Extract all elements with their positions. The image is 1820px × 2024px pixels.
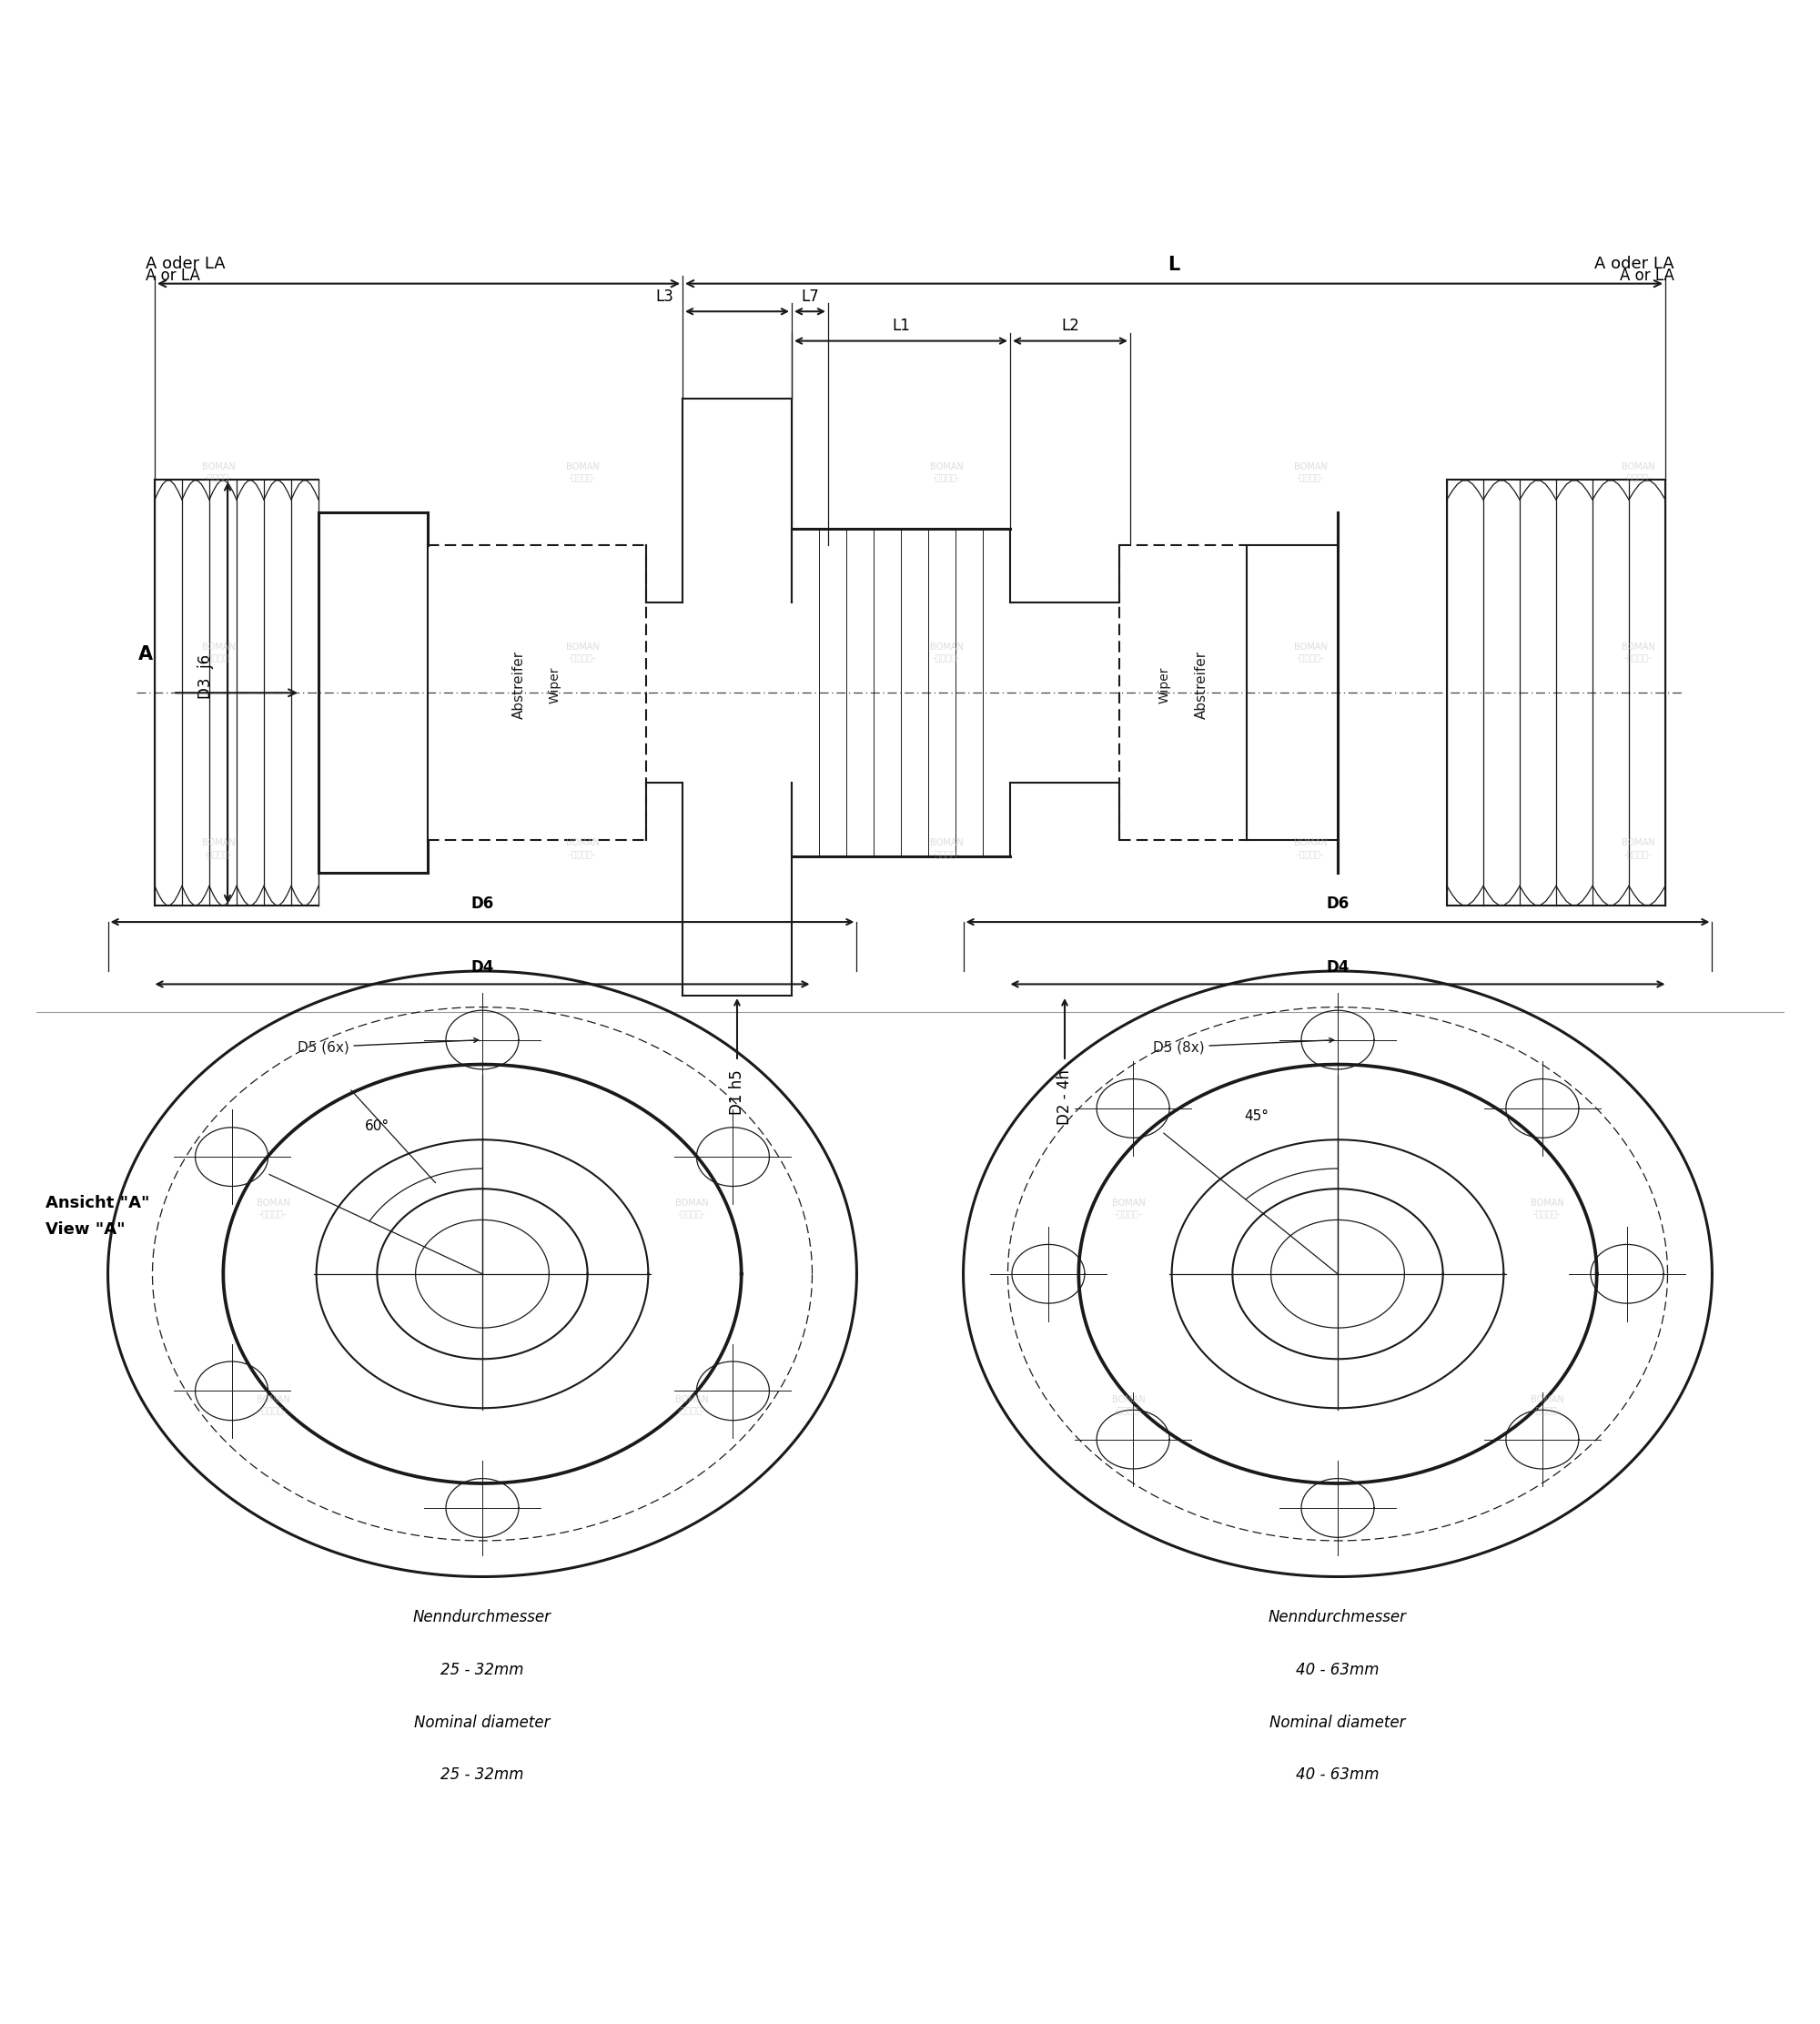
Text: L3: L3 [655,289,673,306]
Text: BOMAN
-特服工业-: BOMAN -特服工业- [1294,642,1327,662]
Text: 40 - 63mm: 40 - 63mm [1296,1662,1380,1678]
Text: Wiper: Wiper [1159,666,1172,702]
Text: BOMAN
-特服工业-: BOMAN -特服工业- [1531,1395,1563,1415]
Text: L7: L7 [801,289,819,306]
Text: BOMAN
-特服工业-: BOMAN -特服工业- [1112,1198,1145,1218]
Text: BOMAN
-特服工业-: BOMAN -特服工业- [930,642,963,662]
Text: Nenndurchmesser: Nenndurchmesser [1269,1609,1407,1625]
Text: BOMAN
-特服工业-: BOMAN -特服工业- [566,461,599,482]
Text: Nominal diameter: Nominal diameter [1270,1714,1405,1731]
Text: 60°: 60° [364,1119,389,1133]
Text: BOMAN
-特服工业-: BOMAN -特服工业- [675,1395,708,1415]
Text: L1: L1 [892,318,910,334]
Text: A or LA: A or LA [1620,267,1674,283]
Text: A or LA: A or LA [146,267,200,283]
Text: BOMAN
-特服工业-: BOMAN -特服工业- [257,1198,289,1218]
Text: D3  j6: D3 j6 [197,654,215,698]
Text: BOMAN
-特服工业-: BOMAN -特服工业- [1531,1198,1563,1218]
Text: Nominal diameter: Nominal diameter [415,1714,550,1731]
Text: Wiper: Wiper [550,666,561,702]
Text: D1 h5: D1 h5 [728,1069,746,1115]
Text: BOMAN
-特服工业-: BOMAN -特服工业- [257,1395,289,1415]
Text: L: L [1168,255,1179,273]
Text: BOMAN
-特服工业-: BOMAN -特服工业- [566,838,599,858]
Text: BOMAN
-特服工业-: BOMAN -特服工业- [930,461,963,482]
Text: D2 - 4h: D2 - 4h [1056,1069,1074,1125]
Text: Nenndurchmesser: Nenndurchmesser [413,1609,551,1625]
Text: D4: D4 [471,959,493,976]
Text: 25 - 32mm: 25 - 32mm [440,1662,524,1678]
Text: BOMAN
-特服工业-: BOMAN -特服工业- [1294,838,1327,858]
Text: Ansicht "A"
View "A": Ansicht "A" View "A" [46,1194,149,1239]
Text: BOMAN
-特服工业-: BOMAN -特服工业- [202,838,235,858]
Text: 25 - 32mm: 25 - 32mm [440,1767,524,1783]
Text: BOMAN
-特服工业-: BOMAN -特服工业- [675,1198,708,1218]
Text: BOMAN
-特服工业-: BOMAN -特服工业- [1112,1395,1145,1415]
Text: 45°: 45° [1245,1109,1269,1123]
Text: Abstreifer: Abstreifer [1194,650,1208,719]
Text: Abstreifer: Abstreifer [511,650,526,719]
Text: A oder LA: A oder LA [1594,255,1674,271]
Text: A oder LA: A oder LA [146,255,226,271]
Text: BOMAN
-特服工业-: BOMAN -特服工业- [566,642,599,662]
Text: BOMAN
-特服工业-: BOMAN -特服工业- [1622,838,1654,858]
Text: BOMAN
-特服工业-: BOMAN -特服工业- [1622,461,1654,482]
Text: BOMAN
-特服工业-: BOMAN -特服工业- [930,838,963,858]
Text: BOMAN
-特服工业-: BOMAN -特服工业- [1294,461,1327,482]
Text: L2: L2 [1061,318,1079,334]
Text: D6: D6 [471,897,493,913]
Text: D5 (6x): D5 (6x) [297,1038,479,1055]
Text: BOMAN
-特服工业-: BOMAN -特服工业- [202,642,235,662]
Text: D6: D6 [1327,897,1349,913]
Text: BOMAN
-特服工业-: BOMAN -特服工业- [1622,642,1654,662]
Text: D4: D4 [1327,959,1349,976]
Text: 40 - 63mm: 40 - 63mm [1296,1767,1380,1783]
Text: A: A [138,646,153,664]
Text: D5 (8x): D5 (8x) [1152,1038,1334,1055]
Text: BOMAN
-特服工业-: BOMAN -特服工业- [202,461,235,482]
